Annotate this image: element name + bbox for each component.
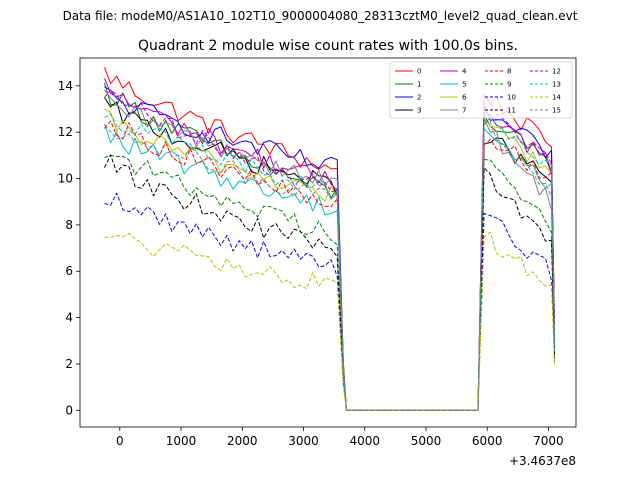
y-tick-label: 6 [65,264,73,278]
legend-label-11: 11 [507,107,516,115]
y-axis: 0 2 4 6 8 10 12 14 [58,79,80,417]
series-line-3 [104,97,556,411]
x-tick-label: 3000 [288,434,319,448]
x-tick-label: 1000 [166,434,197,448]
series-line-2 [104,86,556,411]
chart-title: Quadrant 2 module wise count rates with … [138,38,518,54]
y-tick-label: 0 [65,403,73,417]
legend-label-10: 10 [507,94,516,102]
x-axis-offset-label: +3.4637e8 [509,454,576,468]
legend-label-2: 2 [417,94,421,102]
x-tick-label: 0 [116,434,124,448]
legend-frame [389,61,573,119]
x-axis: 0 1000 2000 3000 4000 5000 6000 7000 [116,427,564,448]
series-line-10 [104,192,556,411]
legend-label-12: 12 [552,68,561,76]
x-tick-label: 4000 [349,434,380,448]
series-line-7 [104,89,556,411]
series-line-15 [104,120,556,411]
series-line-14 [104,231,556,411]
x-tick-label: 7000 [533,434,564,448]
x-tick-label: 6000 [472,434,503,448]
legend-label-0: 0 [417,68,421,76]
x-tick-label: 5000 [411,434,442,448]
y-tick-label: 10 [58,172,73,186]
y-tick-label: 12 [58,125,73,139]
legend-label-5: 5 [462,81,466,89]
series-line-11 [104,154,556,411]
y-tick-label: 2 [65,357,73,371]
y-tick-label: 8 [65,218,73,232]
legend-label-13: 13 [552,81,561,89]
legend-label-8: 8 [507,68,511,76]
series-line-5 [104,123,556,411]
axes-frame [79,57,577,428]
x-tick-label: 2000 [227,434,258,448]
legend-label-4: 4 [462,68,467,76]
legend-label-7: 7 [462,107,466,115]
series-line-13 [104,113,556,411]
y-tick-label: 14 [58,79,73,93]
series-line-4 [104,78,556,411]
legend-label-14: 14 [552,94,561,102]
legend-label-3: 3 [417,107,421,115]
series-line-1 [104,82,556,411]
legend-label-9: 9 [507,81,511,89]
legend-label-6: 6 [462,94,467,102]
legend-label-15: 15 [552,107,561,115]
legend-label-1: 1 [417,81,421,89]
series-line-9 [104,154,556,411]
figure-suptitle: Data file: modeM0/AS1A10_102T10_90000040… [63,9,578,23]
y-tick-label: 4 [65,311,73,325]
